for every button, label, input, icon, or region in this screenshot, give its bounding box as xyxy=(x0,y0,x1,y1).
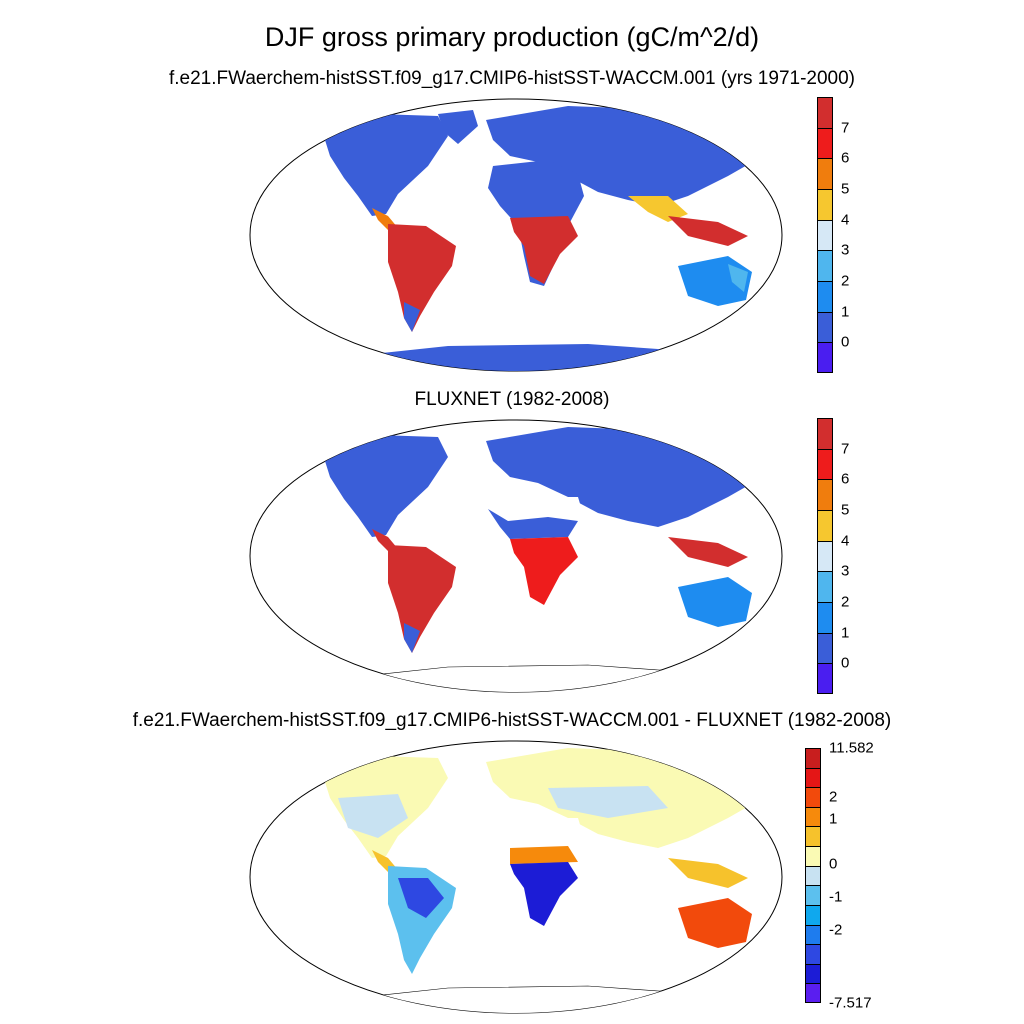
map-panel-difference xyxy=(248,738,784,1016)
colorbar-segment xyxy=(805,846,821,866)
colorbar-segment xyxy=(817,158,833,189)
map-panel-model xyxy=(248,96,784,374)
colorbar-segment xyxy=(817,571,833,602)
panel-3-subtitle: f.e21.FWaerchem-histSST.f09_g17.CMIP6-hi… xyxy=(132,710,892,731)
colorbar-segment xyxy=(805,865,821,886)
colorbar-segment xyxy=(817,510,833,541)
colorbar-segment xyxy=(817,632,833,664)
colorbar-tick-label: 6 xyxy=(841,470,850,488)
colorbar-tick-label: 7 xyxy=(841,440,850,458)
colorbar-segment xyxy=(817,342,833,373)
colorbar-segment xyxy=(817,219,833,251)
colorbar-tick-label: 3 xyxy=(841,562,850,580)
colorbar-segment xyxy=(805,787,821,807)
colorbar-tick-label: 5 xyxy=(841,180,850,198)
colorbar-frame xyxy=(817,97,833,373)
colorbar-tick-label: 4 xyxy=(841,211,850,229)
colorbar-segment xyxy=(817,250,833,281)
colorbar-tick-label: 2 xyxy=(841,272,850,290)
colorbar-segment xyxy=(805,904,821,925)
colorbar-segment xyxy=(805,826,821,847)
colorbar-segment xyxy=(817,540,833,572)
panel-2-subtitle: FLUXNET (1982-2008) xyxy=(414,389,610,410)
colorbar-tick-label: 1 xyxy=(841,303,850,321)
main-title: DJF gross primary production (gC/m^2/d) xyxy=(264,22,760,52)
panel-1-subtitle: f.e21.FWaerchem-histSST.f09_g17.CMIP6-hi… xyxy=(168,68,855,89)
colorbar-tick-label: 0 xyxy=(841,333,850,351)
colorbar-segment xyxy=(805,944,821,964)
colorbar-segment xyxy=(817,189,833,220)
colorbar-segment xyxy=(805,983,821,1003)
world-map-model xyxy=(249,98,783,372)
colorbar-tick-label: 7 xyxy=(841,119,850,137)
colorbar-tick-label: -7.517 xyxy=(829,994,872,1012)
colorbar-tick-label: 4 xyxy=(841,532,850,550)
colorbar-segment xyxy=(817,281,833,312)
colorbar-tick-label: 1 xyxy=(829,810,838,828)
colorbar-tick-label: 3 xyxy=(841,241,850,259)
colorbar-tick-label: 1 xyxy=(841,624,850,642)
world-map-fluxnet xyxy=(249,419,783,693)
colorbar-tick-label: 6 xyxy=(841,149,850,167)
colorbar-tick-label: -2 xyxy=(829,921,843,939)
colorbar-segment xyxy=(805,963,821,984)
colorbar-tick-label: 5 xyxy=(841,501,850,519)
colorbar-tick-label: -1 xyxy=(829,888,843,906)
colorbar-segment xyxy=(805,885,821,905)
world-map-difference xyxy=(249,740,783,1014)
colorbar-segment xyxy=(817,448,833,480)
colorbar-segment xyxy=(805,767,821,788)
colorbar-segment xyxy=(817,127,833,159)
colorbar-tick-label: 11.582 xyxy=(829,739,874,757)
colorbar-segment xyxy=(817,602,833,633)
colorbar-tick-label: 2 xyxy=(841,593,850,611)
colorbar-segment xyxy=(817,479,833,510)
colorbar-segment xyxy=(817,663,833,694)
colorbar-tick-label: 0 xyxy=(829,855,838,873)
colorbar-segment xyxy=(805,924,821,945)
colorbar-tick-label: 2 xyxy=(829,788,838,806)
map-panel-fluxnet xyxy=(248,417,784,695)
colorbar-segment xyxy=(805,806,821,827)
colorbar-segment xyxy=(817,311,833,343)
colorbar-tick-label: 0 xyxy=(841,654,850,672)
colorbar-frame xyxy=(805,748,821,1003)
colorbar-frame xyxy=(817,418,833,694)
